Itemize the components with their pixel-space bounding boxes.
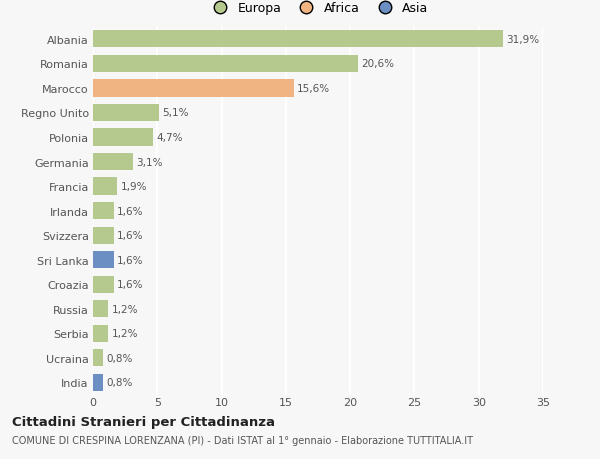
- Text: 1,2%: 1,2%: [112, 329, 138, 339]
- Bar: [93, 105, 158, 122]
- Bar: [93, 227, 113, 244]
- Text: 1,6%: 1,6%: [117, 230, 143, 241]
- Bar: [93, 31, 503, 48]
- Text: 0,8%: 0,8%: [107, 377, 133, 387]
- Text: 1,2%: 1,2%: [112, 304, 138, 314]
- Bar: [93, 276, 113, 293]
- Bar: [93, 252, 113, 269]
- Bar: [93, 80, 293, 97]
- Bar: [93, 374, 103, 391]
- Bar: [93, 129, 154, 146]
- Text: 1,6%: 1,6%: [117, 206, 143, 216]
- Bar: [93, 202, 113, 220]
- Text: 1,6%: 1,6%: [117, 280, 143, 290]
- Text: 5,1%: 5,1%: [162, 108, 188, 118]
- Text: 4,7%: 4,7%: [157, 133, 183, 143]
- Text: 3,1%: 3,1%: [136, 157, 163, 167]
- Text: COMUNE DI CRESPINA LORENZANA (PI) - Dati ISTAT al 1° gennaio - Elaborazione TUTT: COMUNE DI CRESPINA LORENZANA (PI) - Dati…: [12, 435, 473, 445]
- Text: 1,9%: 1,9%: [121, 182, 147, 192]
- Bar: [93, 178, 118, 195]
- Bar: [93, 154, 133, 171]
- Bar: [93, 56, 358, 73]
- Bar: [93, 349, 103, 367]
- Text: 20,6%: 20,6%: [361, 59, 394, 69]
- Text: 1,6%: 1,6%: [117, 255, 143, 265]
- Text: Cittadini Stranieri per Cittadinanza: Cittadini Stranieri per Cittadinanza: [12, 415, 275, 428]
- Text: 31,9%: 31,9%: [506, 35, 539, 45]
- Bar: [93, 325, 109, 342]
- Legend: Europa, Africa, Asia: Europa, Africa, Asia: [203, 0, 433, 20]
- Text: 0,8%: 0,8%: [107, 353, 133, 363]
- Text: 15,6%: 15,6%: [297, 84, 330, 94]
- Bar: [93, 301, 109, 318]
